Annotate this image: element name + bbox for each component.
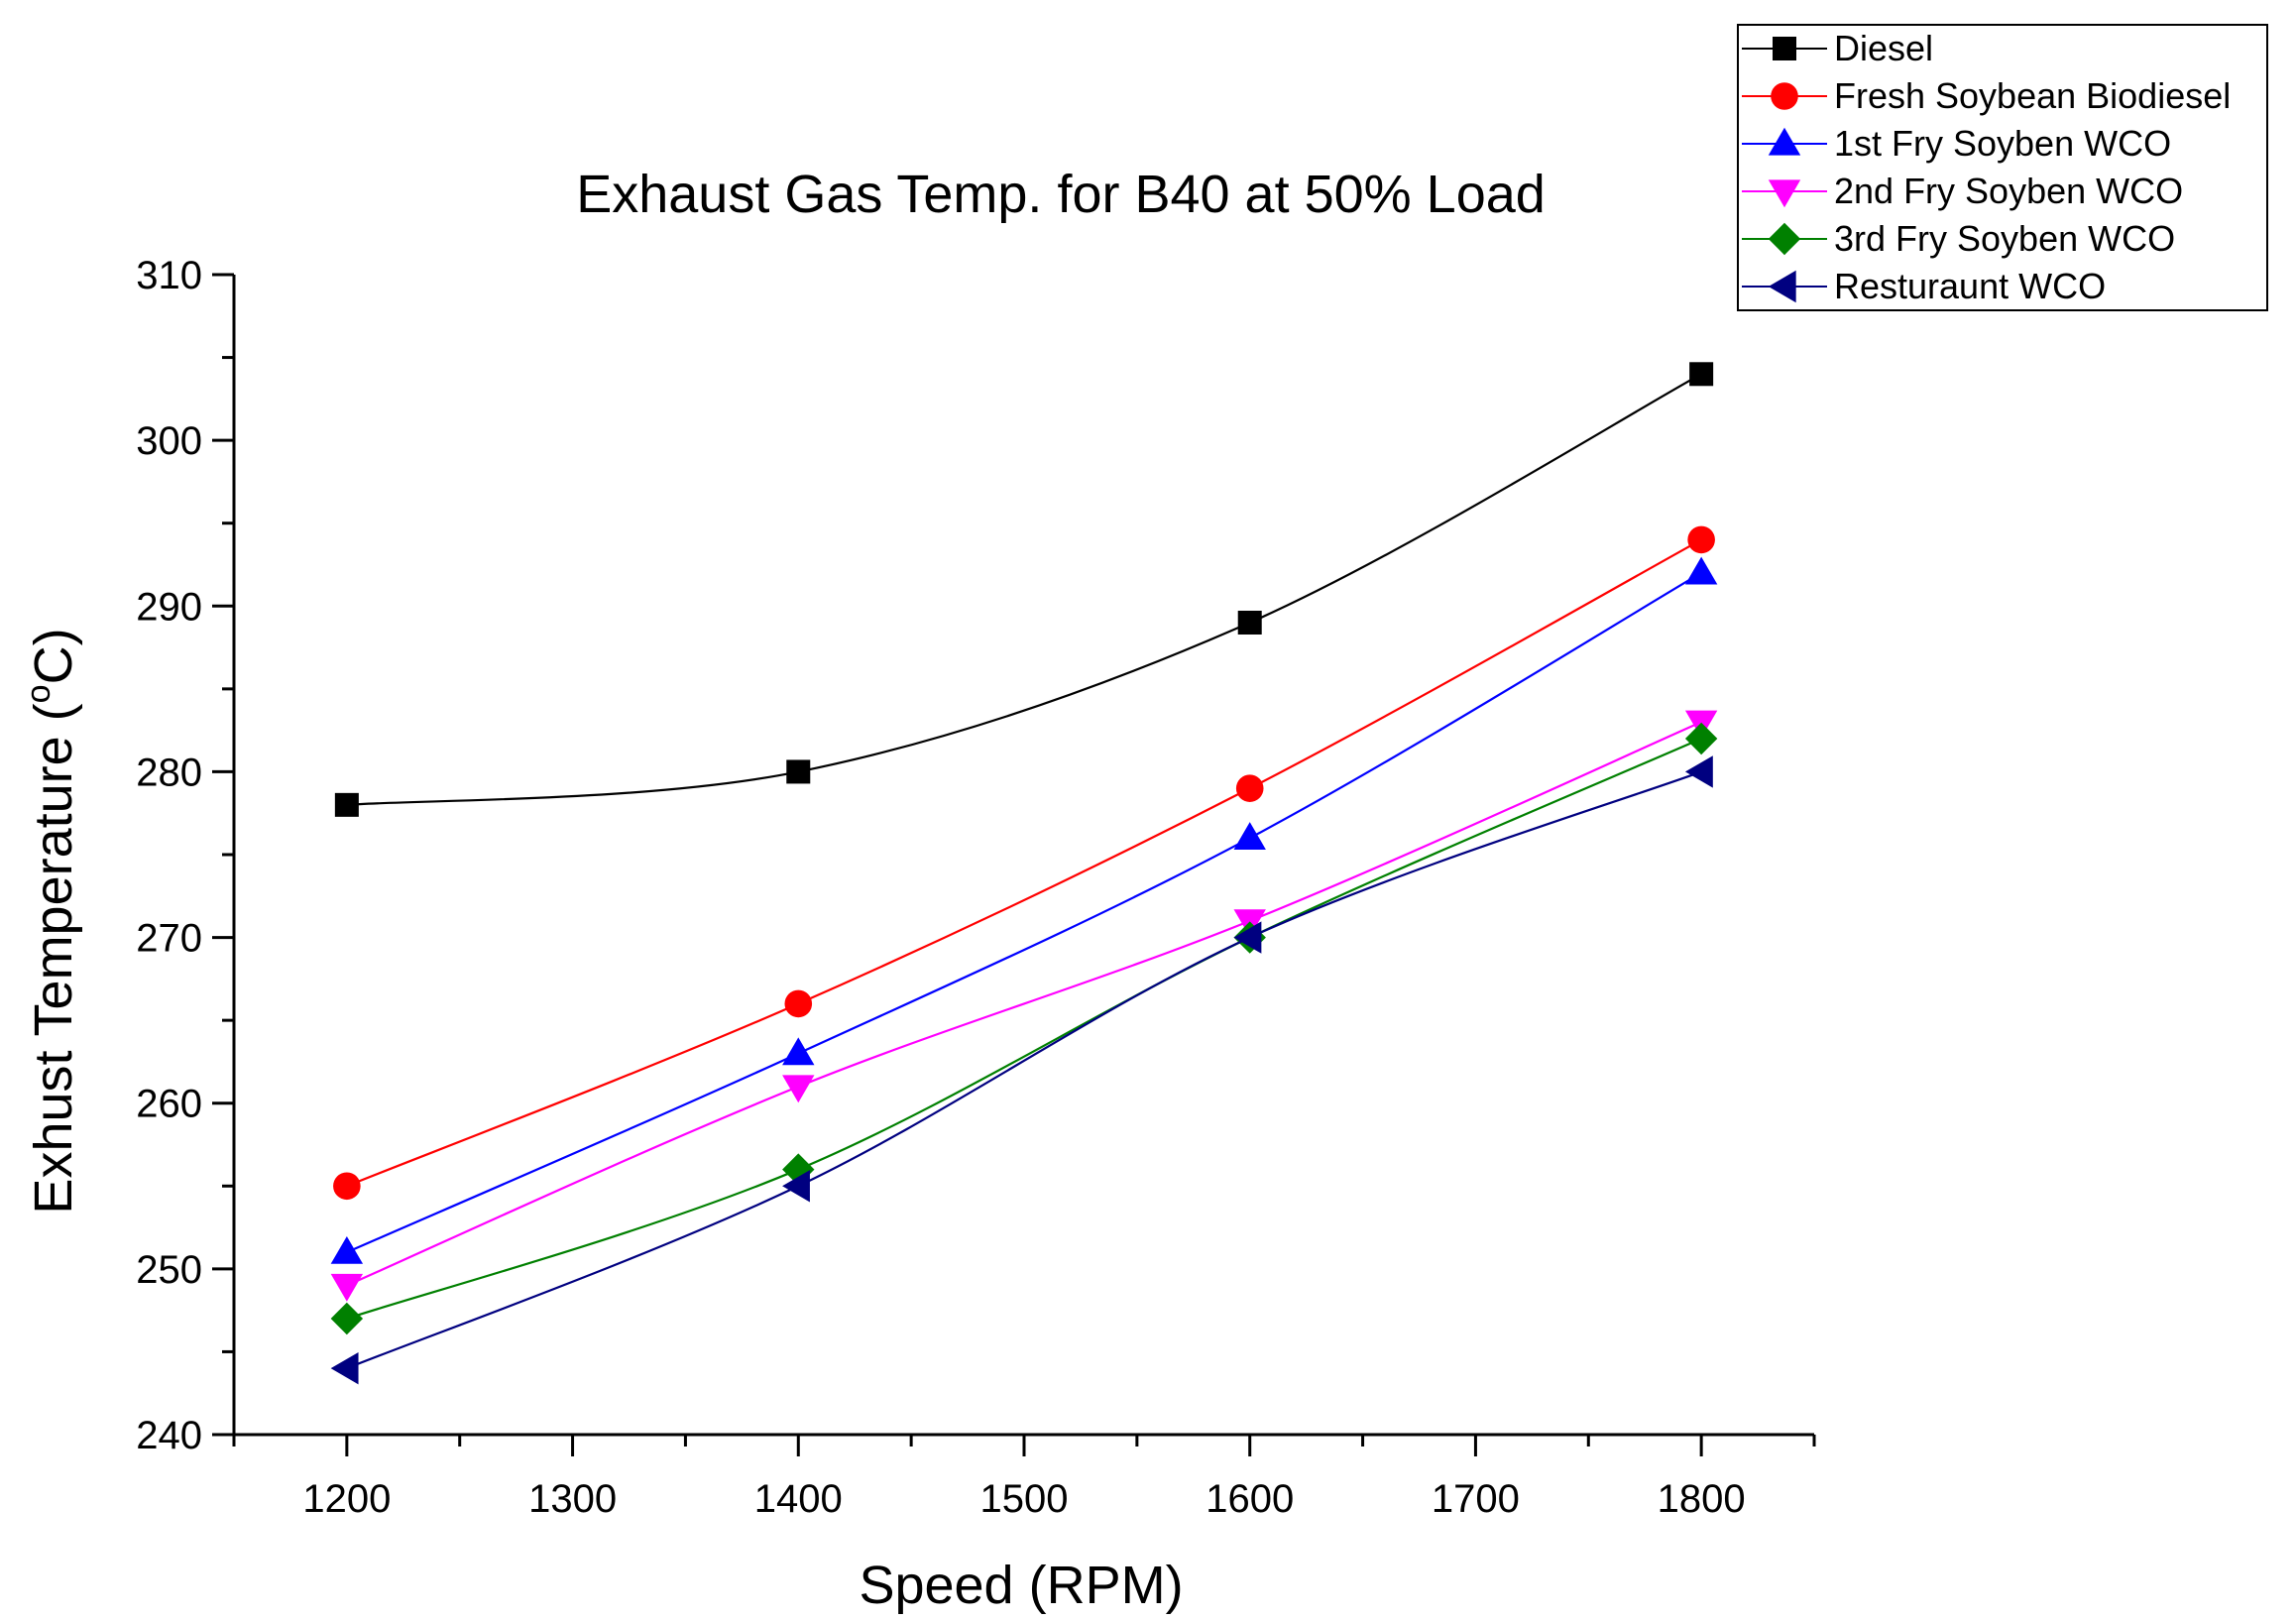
data-point-5-0 [330, 1351, 359, 1385]
series-line-0 [346, 373, 1702, 806]
legend-marker-4 [1768, 222, 1801, 256]
legend-marker-0 [1773, 37, 1796, 60]
y-axis-label-main: Exhust Temperature ( [24, 703, 83, 1214]
x-tick-label: 1300 [528, 1477, 617, 1521]
legend-entry-0: Diesel [1742, 28, 1933, 68]
y-tick-label: 240 [136, 1414, 202, 1457]
data-point-2-0 [330, 1235, 364, 1264]
legend-entry-4: 3rd Fry Soyben WCO [1742, 218, 2175, 259]
y-axis-label: Exhust Temperature (oC) [20, 628, 83, 1214]
y-tick-label: 290 [136, 585, 202, 629]
y-axis-label-superscript: o [20, 684, 57, 703]
series-1 [333, 525, 1715, 1201]
data-point-1-1 [784, 989, 813, 1018]
series-line-4 [346, 737, 1702, 1321]
data-point-0-0 [334, 792, 359, 817]
axes-layer: 240 250 260 270 280 290 300 310 1200 1300 1400 1500… [136, 254, 1816, 1521]
x-tick-label: 1800 [1658, 1477, 1746, 1521]
data-point-1-3 [1687, 525, 1715, 554]
legend-label-0: Diesel [1834, 28, 1933, 68]
data-point-2-1 [782, 1037, 815, 1066]
data-point-0-2 [1237, 611, 1262, 635]
series-0 [334, 362, 1714, 817]
series-5 [330, 755, 1713, 1385]
legend-box [1737, 24, 2268, 311]
x-tick-label: 1700 [1432, 1477, 1520, 1521]
legend-entry-2: 1st Fry Soyben WCO [1742, 123, 2171, 164]
y-tick-label: 270 [136, 917, 202, 961]
legend-marker-5 [1768, 270, 1796, 303]
legend-entry-5: Resturaunt WCO [1742, 266, 2106, 306]
legend-label-2: 1st Fry Soyben WCO [1834, 123, 2171, 164]
data-point-5-1 [782, 1170, 810, 1203]
legend: Diesel Fresh Soybean Biodiesel 1st Fry Soy… [1737, 24, 2268, 311]
series-line-1 [346, 538, 1702, 1188]
x-tick-label: 1200 [302, 1477, 391, 1521]
data-point-5-3 [1684, 755, 1713, 788]
legend-label-4: 3rd Fry Soyben WCO [1834, 218, 2175, 259]
x-tick-label: 1500 [980, 1477, 1069, 1521]
y-tick-label: 250 [136, 1248, 202, 1292]
data-point-3-0 [330, 1273, 364, 1302]
data-point-4-1 [782, 1153, 815, 1186]
legend-marker-1 [1771, 82, 1798, 110]
series-4 [330, 722, 1718, 1335]
data-point-2-2 [1233, 822, 1266, 850]
data-point-2-3 [1684, 556, 1718, 585]
x-tick-label: 1600 [1205, 1477, 1294, 1521]
data-point-0-1 [786, 759, 811, 784]
y-tick-label: 260 [136, 1083, 202, 1126]
legend-label-3: 2nd Fry Soyben WCO [1834, 171, 2183, 211]
legend-marker-3 [1768, 179, 1801, 208]
data-point-4-3 [1684, 722, 1718, 755]
series-line-3 [346, 721, 1702, 1287]
legend-marker-2 [1768, 127, 1801, 156]
x-axis-label: Speed (RPM) [859, 1556, 1183, 1615]
y-tick-label: 300 [136, 419, 202, 463]
data-point-0-3 [1689, 362, 1714, 387]
legend-entry-3: 2nd Fry Soyben WCO [1742, 171, 2183, 211]
y-axis-label-unit: C) [24, 628, 83, 684]
series-2 [330, 556, 1718, 1264]
legend-label-1: Fresh Soybean Biodiesel [1834, 75, 2231, 116]
legend-label-5: Resturaunt WCO [1834, 266, 2106, 306]
series-layer [330, 362, 1718, 1385]
data-point-3-1 [782, 1075, 815, 1103]
data-point-4-0 [330, 1302, 364, 1335]
x-tick-label: 1400 [754, 1477, 843, 1521]
series-3 [330, 710, 1718, 1302]
data-point-1-2 [1235, 774, 1264, 802]
series-line-2 [346, 571, 1702, 1254]
data-point-1-0 [333, 1172, 361, 1201]
data-point-5-2 [1233, 921, 1262, 954]
chart-title: Exhaust Gas Temp. for B40 at 50% Load [576, 165, 1546, 224]
series-line-5 [346, 770, 1702, 1370]
legend-entry-1: Fresh Soybean Biodiesel [1742, 75, 2231, 116]
y-tick-label: 280 [136, 751, 202, 794]
y-tick-label: 310 [136, 254, 202, 297]
